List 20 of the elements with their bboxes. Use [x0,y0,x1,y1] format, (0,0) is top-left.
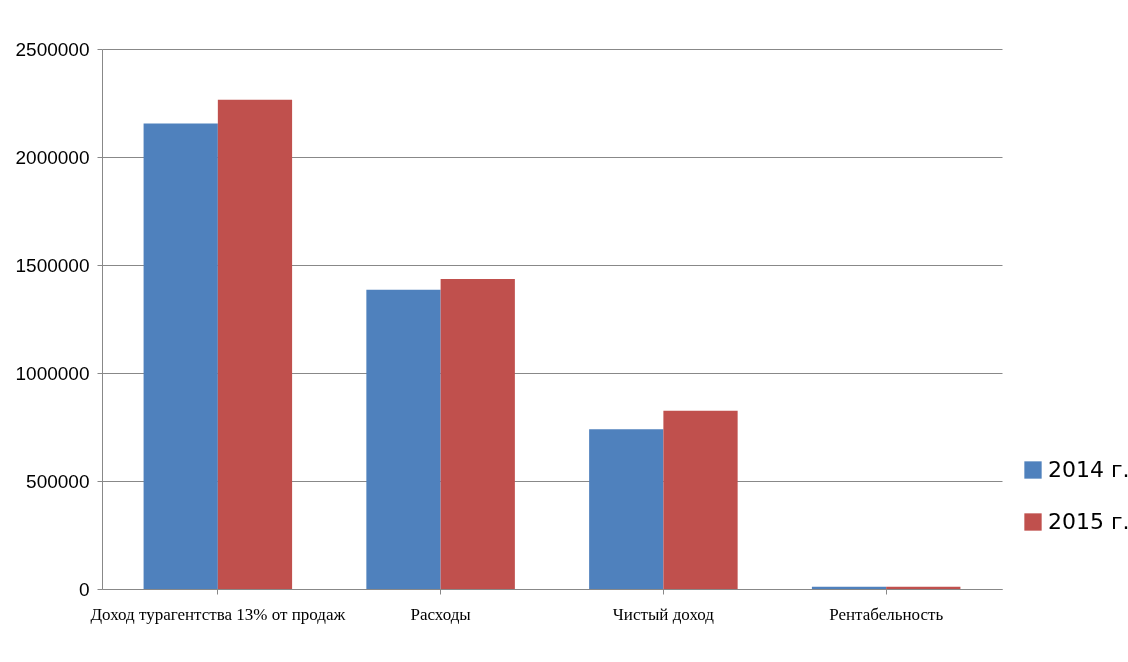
bar [811,586,887,589]
y-tick-label: 0 [78,578,90,600]
y-tick-label: 1000000 [15,362,90,384]
bar [589,429,664,589]
legend-label: 2015 г. [1048,509,1128,534]
bar [663,410,738,589]
y-tick-label: 2500000 [15,38,90,60]
bar [217,99,293,589]
bar [143,123,218,589]
x-tick-label: Расходы [410,604,472,624]
x-tick-label: Чистый доход [612,604,715,624]
y-tick-label: 2000000 [15,146,90,168]
bar [366,289,441,589]
x-tick-label: Рентабельность [829,604,944,624]
legend-label: 2014 г. [1048,457,1128,482]
y-tick-label: 500000 [26,470,90,492]
bar [886,586,961,589]
y-tick-label: 1500000 [15,254,90,276]
bar [440,279,515,589]
x-tick-label: Доход турагентства 13% от продаж [90,604,346,624]
